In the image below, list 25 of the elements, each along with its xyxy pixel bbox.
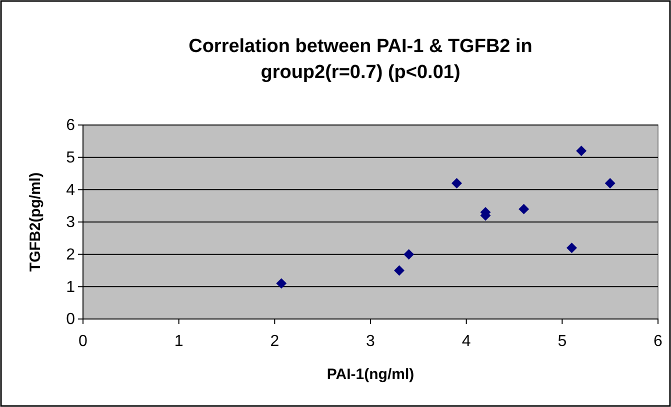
point bbox=[452, 178, 462, 188]
y-tick-label: 3 bbox=[66, 214, 76, 232]
x-tick-label: 4 bbox=[462, 333, 471, 350]
x-tick-label: 6 bbox=[654, 333, 663, 350]
x-tick-label: 2 bbox=[270, 333, 280, 350]
y-tick-label: 6 bbox=[66, 117, 76, 134]
x-tick-label: 1 bbox=[174, 333, 184, 350]
point bbox=[576, 146, 587, 156]
chart-title: Correlation between PAI-1 & TGFB2 in group2(r=0.7) (p<0.01) bbox=[188, 36, 532, 83]
x-tick-label: 0 bbox=[78, 333, 88, 350]
y-tick-label: 1 bbox=[66, 278, 76, 296]
point bbox=[394, 265, 404, 276]
point bbox=[518, 204, 530, 214]
point bbox=[604, 178, 616, 188]
y-tick-label: 2 bbox=[66, 246, 76, 264]
y-tick-label: 0 bbox=[66, 311, 76, 328]
x-tick-label: 5 bbox=[558, 333, 567, 350]
point bbox=[566, 242, 577, 254]
point bbox=[276, 278, 287, 289]
x-tick-label: 3 bbox=[366, 333, 376, 350]
y-axis-title: TGFB2(pg/ml) bbox=[27, 172, 44, 272]
y-tick-label: 4 bbox=[66, 182, 76, 199]
x-axis-title: PAI-1(ng/ml) bbox=[326, 366, 414, 383]
y-tick-label: 5 bbox=[66, 149, 76, 166]
point bbox=[404, 249, 414, 260]
